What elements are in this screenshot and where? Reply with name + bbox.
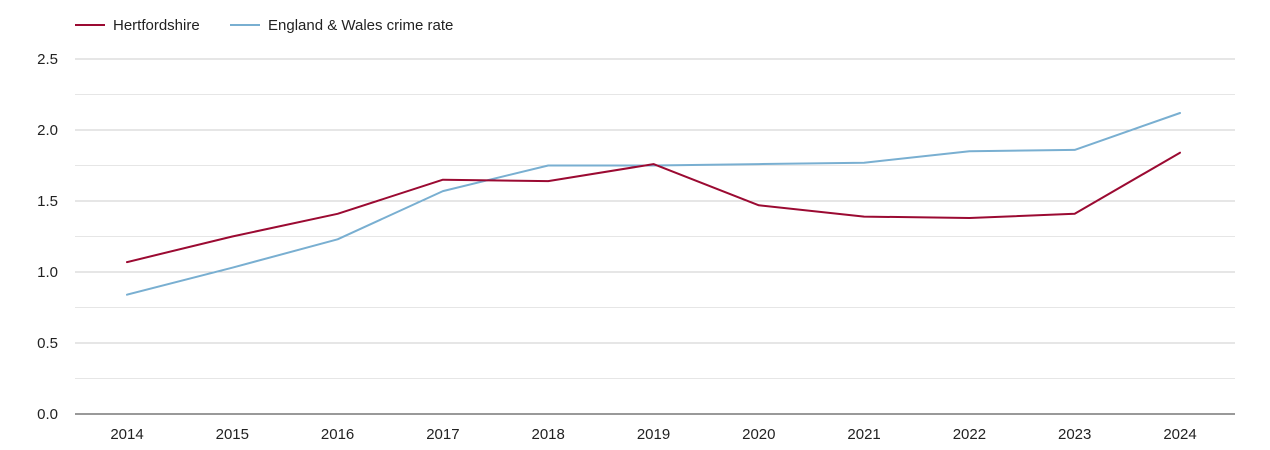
x-axis: 2014 2015 2016 2017 2018 2019 2020 2021 2022 2023… [110, 426, 1196, 443]
legend-item-hertfordshire[interactable]: Hertfordshire [75, 17, 200, 34]
y-tick-label: 0.5 [37, 335, 58, 352]
x-tick-label: 2019 [637, 426, 670, 443]
x-tick-label: 2015 [216, 426, 249, 443]
y-axis: 0.0 0.5 1.0 1.5 2.0 2.5 [37, 51, 58, 423]
legend-label-hertfordshire: Hertfordshire [113, 17, 200, 34]
series-group [126, 112, 1181, 296]
grid [75, 58, 1235, 379]
y-tick-label: 1.5 [37, 193, 58, 210]
x-tick-label: 2024 [1163, 426, 1196, 443]
x-tick-label: 2020 [742, 426, 775, 443]
y-tick-label: 0.0 [37, 406, 58, 423]
y-tick-label: 2.0 [37, 122, 58, 139]
legend: Hertfordshire England & Wales crime rate [75, 17, 453, 34]
legend-label-england-wales: England & Wales crime rate [268, 17, 453, 34]
x-tick-label: 2016 [321, 426, 354, 443]
series-line-hertfordshire[interactable] [126, 151, 1181, 264]
x-tick-label: 2023 [1058, 426, 1091, 443]
x-tick-label: 2021 [847, 426, 880, 443]
x-tick-label: 2017 [426, 426, 459, 443]
x-tick-label: 2018 [532, 426, 565, 443]
x-tick-label: 2022 [953, 426, 986, 443]
x-tick-label: 2014 [110, 426, 143, 443]
y-tick-label: 2.5 [37, 51, 58, 68]
series-line-england-wales-crime-rate[interactable] [126, 112, 1181, 296]
y-tick-label: 1.0 [37, 264, 58, 281]
legend-item-england-wales[interactable]: England & Wales crime rate [230, 17, 453, 34]
